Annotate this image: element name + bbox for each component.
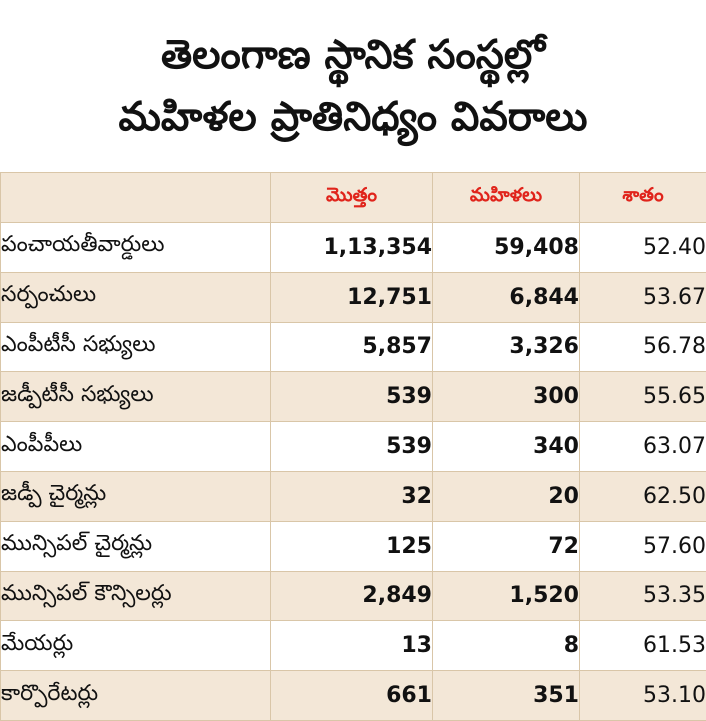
cell-total: 125 <box>271 521 433 571</box>
row-label: మున్సిపల్ కౌన్సిలర్లు <box>1 571 271 621</box>
row-label: సర్పంచులు <box>1 272 271 322</box>
row-label: ఎంపీపీలు <box>1 422 271 472</box>
data-table: మొత్తం మహిళలు శాతం పంచాయతీవార్డులు1,13,3… <box>0 172 706 721</box>
cell-total: 32 <box>271 471 433 521</box>
cell-women: 8 <box>433 621 580 671</box>
header-total: మొత్తం <box>271 173 433 223</box>
row-label: జడ్పీటీసీ సభ్యులు <box>1 372 271 422</box>
cell-total: 1,13,354 <box>271 223 433 273</box>
title-line-1: తెలంగాణ స్థానిక సంస్థల్లో <box>161 24 545 86</box>
cell-women: 351 <box>433 671 580 721</box>
cell-women: 59,408 <box>433 223 580 273</box>
cell-percent: 55.65 <box>580 372 706 422</box>
cell-total: 12,751 <box>271 272 433 322</box>
cell-percent: 52.40 <box>580 223 706 273</box>
cell-women: 1,520 <box>433 571 580 621</box>
row-label: పంచాయతీవార్డులు <box>1 223 271 273</box>
row-label: మున్సిపల్ చైర్మన్లు <box>1 521 271 571</box>
cell-percent: 53.10 <box>580 671 706 721</box>
row-label: జడ్పీ చైర్మన్లు <box>1 471 271 521</box>
row-label: ఎంపీటీసీ సభ్యులు <box>1 322 271 372</box>
cell-percent: 62.50 <box>580 471 706 521</box>
cell-percent: 53.67 <box>580 272 706 322</box>
row-label: మేయర్లు <box>1 621 271 671</box>
header-women: మహిళలు <box>433 173 580 223</box>
row-label: కార్పొరేటర్లు <box>1 671 271 721</box>
cell-women: 300 <box>433 372 580 422</box>
cell-total: 539 <box>271 422 433 472</box>
cell-women: 72 <box>433 521 580 571</box>
cell-women: 3,326 <box>433 322 580 372</box>
cell-total: 2,849 <box>271 571 433 621</box>
cell-women: 20 <box>433 471 580 521</box>
cell-total: 13 <box>271 621 433 671</box>
cell-percent: 53.35 <box>580 571 706 621</box>
title-block: తెలంగాణ స్థానిక సంస్థల్లో మహిళల ప్రాతిని… <box>0 0 706 172</box>
table-header-row: మొత్తం మహిళలు శాతం <box>1 173 706 223</box>
cell-percent: 57.60 <box>580 521 706 571</box>
cell-women: 340 <box>433 422 580 472</box>
header-percent: శాతం <box>580 173 706 223</box>
cell-women: 6,844 <box>433 272 580 322</box>
title-line-2: మహిళల ప్రాతినిధ్యం వివరాలు <box>119 86 588 148</box>
cell-total: 539 <box>271 372 433 422</box>
cell-percent: 61.53 <box>580 621 706 671</box>
cell-total: 5,857 <box>271 322 433 372</box>
cell-percent: 56.78 <box>580 322 706 372</box>
cell-total: 661 <box>271 671 433 721</box>
cell-percent: 63.07 <box>580 422 706 472</box>
header-category <box>1 173 271 223</box>
